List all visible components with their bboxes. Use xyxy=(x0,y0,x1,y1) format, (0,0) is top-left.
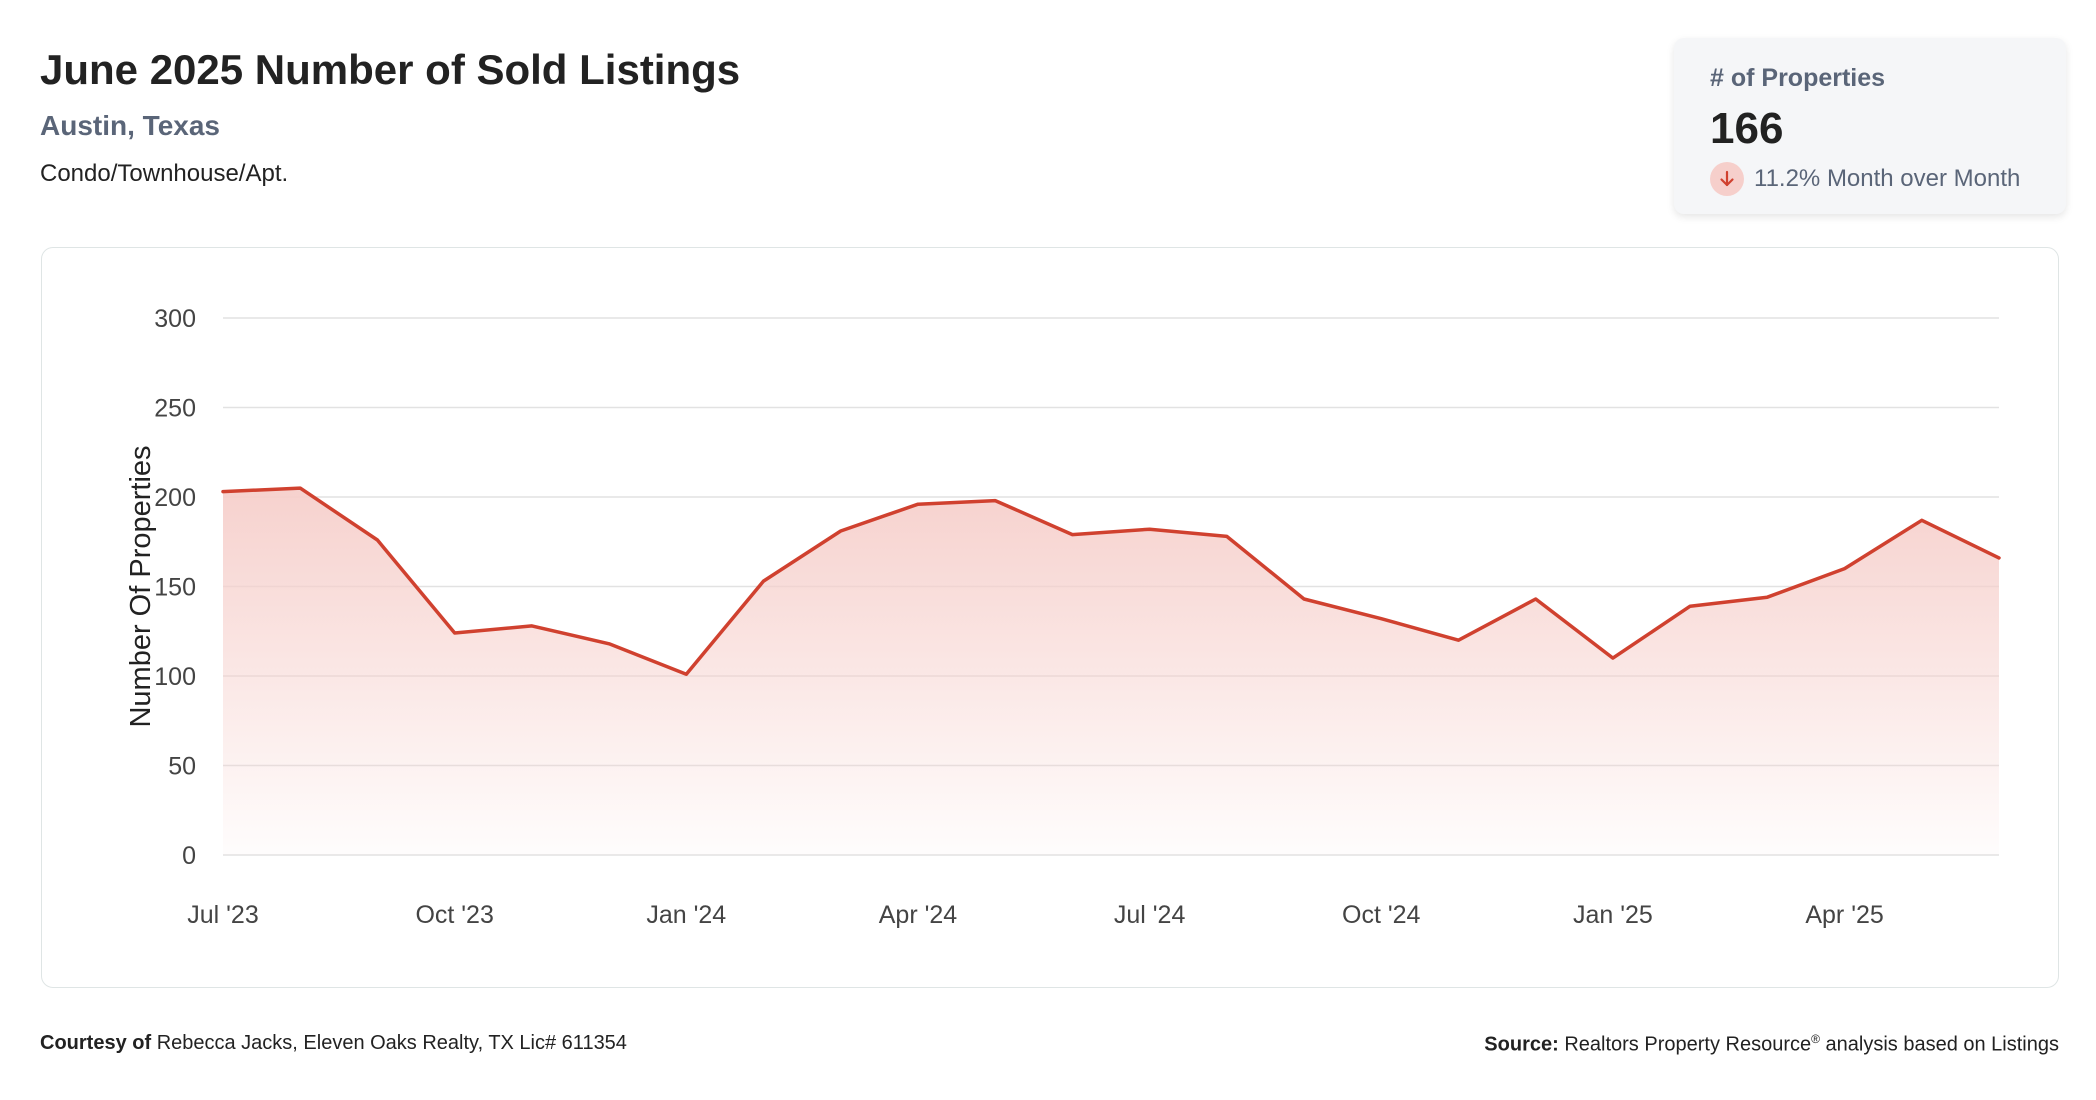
location-subtitle: Austin, Texas xyxy=(40,110,220,141)
data-point xyxy=(1147,526,1153,532)
y-axis-title: Number Of Properties xyxy=(125,445,157,727)
data-point xyxy=(761,578,767,584)
data-point xyxy=(1842,566,1848,572)
data-point xyxy=(1764,594,1770,600)
courtesy-label: Courtesy of xyxy=(40,1032,152,1054)
source-label: Source: xyxy=(1484,1033,1559,1056)
stat-value: 166 xyxy=(1710,104,1784,153)
data-point xyxy=(1224,533,1230,539)
y-tick-label: 0 xyxy=(182,842,196,870)
data-point xyxy=(297,485,303,491)
sold-listings-chart: 0 50 100 150 200 250 300 Jul '23 Oct '23 Jan '24 A… xyxy=(125,305,2002,929)
stat-card: # of Properties 166 11.2% Month over Mon… xyxy=(1674,38,2066,214)
y-tick-label: 250 xyxy=(154,395,196,423)
registered-mark: ® xyxy=(1811,1032,1820,1046)
data-point xyxy=(1455,637,1461,643)
data-point xyxy=(1069,532,1075,538)
x-tick-label: Oct '23 xyxy=(415,901,493,929)
chart-container: 0 50 100 150 200 250 300 Jul '23 Oct '23 Jan '24 A… xyxy=(41,247,2059,988)
data-point xyxy=(992,498,998,504)
data-point xyxy=(1919,517,1925,523)
series-line xyxy=(221,486,2001,676)
series-area xyxy=(223,488,1999,855)
footer-source: Source: Realtors Property Resource® anal… xyxy=(1484,1032,2059,1057)
x-tick-label: Jul '24 xyxy=(1114,901,1186,929)
data-point xyxy=(1301,596,1307,602)
data-point xyxy=(529,623,535,629)
page-title: June 2025 Number of Sold Listings xyxy=(40,46,741,93)
source-text-suffix: analysis based on Listings xyxy=(1819,1033,2060,1056)
source-text: Realtors Property Resource xyxy=(1564,1033,1812,1056)
property-type-label: Condo/Townhouse/Apt. xyxy=(40,160,289,187)
y-tick-label: 200 xyxy=(154,484,196,512)
footer-courtesy: Courtesy of Rebecca Jacks, Eleven Oaks R… xyxy=(40,1032,627,1055)
y-tick-label: 150 xyxy=(154,574,196,602)
x-tick-label: Jan '24 xyxy=(646,901,726,929)
data-point xyxy=(683,671,689,677)
courtesy-text: Rebecca Jacks, Eleven Oaks Realty, TX Li… xyxy=(156,1032,627,1054)
data-point xyxy=(1996,555,2002,561)
data-point xyxy=(1378,616,1384,622)
arrow-down-icon xyxy=(1710,162,1744,196)
stat-label: # of Properties xyxy=(1710,64,1886,92)
data-point xyxy=(374,537,380,543)
y-tick-label: 50 xyxy=(168,753,196,781)
data-point xyxy=(606,641,612,647)
data-point xyxy=(220,489,226,495)
y-tick-label: 100 xyxy=(154,663,196,691)
x-tick-label: Oct '24 xyxy=(1342,901,1421,929)
x-tick-label: Apr '24 xyxy=(879,901,958,929)
x-tick-label: Apr '25 xyxy=(1805,901,1883,929)
data-point xyxy=(1687,603,1693,609)
data-point xyxy=(1533,596,1539,602)
data-point xyxy=(1610,655,1616,661)
stat-change: 11.2% Month over Month xyxy=(1710,162,2020,196)
data-point xyxy=(838,528,844,534)
x-tick-label: Jul '23 xyxy=(187,901,258,929)
data-point xyxy=(452,630,458,636)
y-tick-label: 300 xyxy=(154,305,196,333)
x-tick-label: Jan '25 xyxy=(1573,901,1653,929)
data-point xyxy=(915,501,921,507)
stat-change-text: 11.2% Month over Month xyxy=(1754,165,2021,192)
